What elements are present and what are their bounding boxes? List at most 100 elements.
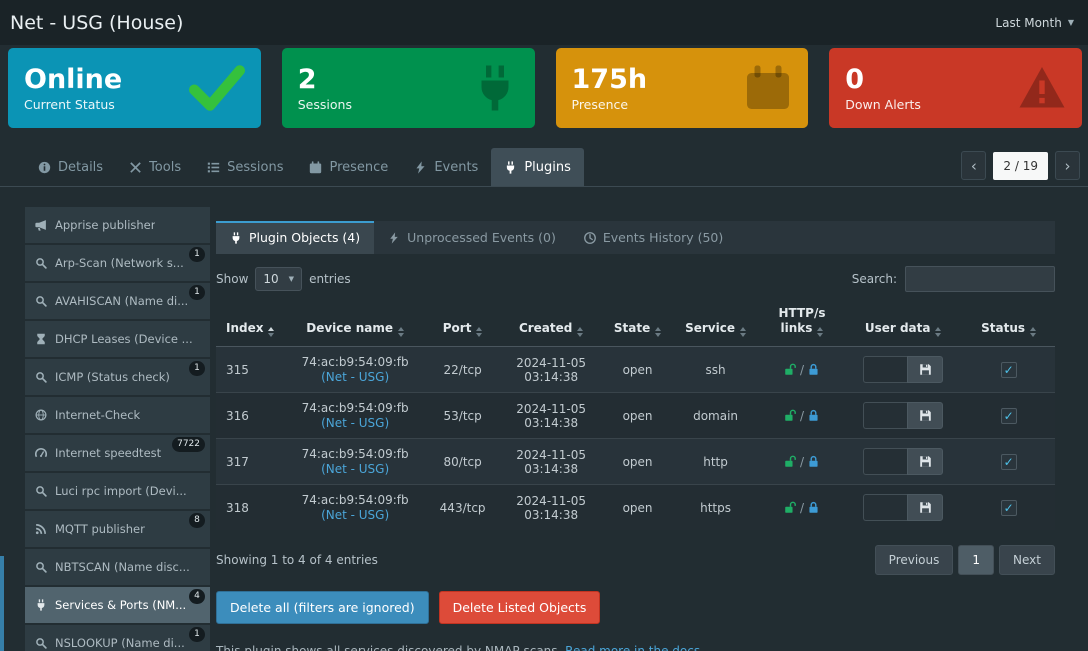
next-button[interactable]: Next [999, 545, 1055, 575]
created-time: 03:14:38 [524, 507, 579, 522]
cell-state: open [603, 392, 672, 439]
tab-sessions[interactable]: Sessions [194, 148, 296, 186]
bolt-icon [388, 231, 400, 244]
tab-plugins[interactable]: Plugins [491, 148, 584, 186]
subtab-label: Plugin Objects (4) [249, 230, 361, 245]
sidebar-item-services-ports[interactable]: Services & Ports (NM... 4 [25, 587, 210, 623]
docs-link[interactable]: Read more in the docs. [565, 644, 704, 651]
sort-icon [476, 327, 483, 337]
badge-count: 7722 [172, 437, 205, 452]
column-header-service[interactable]: Service [671, 302, 760, 347]
subtab-events-history[interactable]: Events History (50) [570, 221, 737, 254]
column-header-created[interactable]: Created [498, 302, 604, 347]
user-data-input[interactable] [863, 402, 908, 429]
page-1-button[interactable]: 1 [958, 545, 995, 575]
sidebar-item-arp-scan[interactable]: Arp-Scan (Network s... 1 [25, 245, 210, 281]
unlock-icon[interactable] [784, 363, 797, 377]
tab-details[interactable]: Details [25, 148, 116, 186]
badge-count: 4 [189, 589, 205, 604]
plug-icon [504, 160, 517, 174]
badge-count: 1 [189, 361, 205, 376]
page-indicator: 2 / 19 [993, 151, 1048, 180]
next-page-button[interactable]: › [1055, 151, 1080, 180]
prev-page-button[interactable]: ‹ [961, 151, 987, 180]
user-data-input[interactable] [863, 448, 908, 475]
cell-device: 74:ac:b9:54:09:fb (Net - USG) [283, 438, 427, 485]
column-header-state[interactable]: State [603, 302, 672, 347]
card-label: Current Status [24, 97, 115, 113]
save-button[interactable] [907, 402, 944, 429]
sidebar-item-internet-check[interactable]: Internet-Check [25, 397, 210, 433]
device-link[interactable]: (Net - USG) [321, 416, 390, 430]
sidebar-item-apprise-publisher[interactable]: Apprise publisher [25, 207, 210, 243]
cell-device: 74:ac:b9:54:09:fb (Net - USG) [283, 346, 427, 393]
tab-presence[interactable]: Presence [296, 148, 401, 186]
column-header-status[interactable]: Status [962, 302, 1055, 347]
cell-port: 443/tcp [426, 484, 499, 530]
cell-created: 2024-11-05 03:14:38 [498, 438, 604, 485]
rss-icon [35, 523, 47, 535]
status-checkbox[interactable]: ✓ [1000, 453, 1017, 470]
device-link[interactable]: (Net - USG) [321, 462, 390, 476]
period-selector[interactable]: Last Month ▼ [995, 16, 1074, 30]
column-header-http-links[interactable]: HTTP/s links [759, 302, 845, 347]
table-header-row: Index Device name Port Created State Ser… [216, 302, 1055, 347]
unlock-icon[interactable] [784, 409, 797, 423]
column-label: Index [226, 321, 264, 335]
status-checkbox[interactable]: ✓ [1000, 407, 1017, 424]
device-mac: 74:ac:b9:54:09:fb [301, 493, 409, 507]
sidebar-item-luci-rpc-import[interactable]: Luci rpc import (Devi... [25, 473, 210, 509]
sidebar-item-mqtt-publisher[interactable]: MQTT publisher 8 [25, 511, 210, 547]
save-button[interactable] [907, 356, 944, 383]
status-card-down-alerts: 0 Down Alerts [829, 48, 1082, 128]
column-header-device-name[interactable]: Device name [283, 302, 427, 347]
sidebar-item-nslookup[interactable]: NSLOOKUP (Name di... 1 [25, 625, 210, 651]
card-text: 2 Sessions [298, 64, 352, 112]
page-size-value: 10 [263, 272, 279, 286]
card-text: 175h Presence [572, 64, 648, 112]
subtab-plugin-objects[interactable]: Plugin Objects (4) [216, 221, 375, 254]
tab-events[interactable]: Events [401, 148, 491, 186]
slash-separator: / [799, 408, 804, 423]
subtab-unprocessed-events[interactable]: Unprocessed Events (0) [374, 221, 570, 254]
save-button[interactable] [907, 448, 944, 475]
device-link[interactable]: (Net - USG) [321, 508, 390, 522]
search-icon [35, 561, 47, 573]
column-header-index[interactable]: Index [216, 302, 284, 347]
status-card-online: Online Current Status [8, 48, 261, 128]
tab-tools[interactable]: Tools [116, 148, 194, 186]
search-icon [35, 295, 47, 307]
action-buttons: Delete all (filters are ignored) Delete … [216, 591, 1055, 624]
status-checkbox[interactable]: ✓ [1000, 499, 1017, 516]
sidebar-item-avahiscan[interactable]: AVAHISCAN (Name di... 1 [25, 283, 210, 319]
lock-icon[interactable] [807, 501, 820, 515]
user-data-group [863, 494, 944, 521]
sort-icon [655, 327, 662, 337]
lock-icon[interactable] [807, 409, 820, 423]
user-data-input[interactable] [863, 356, 908, 383]
sidebar-item-icmp[interactable]: ICMP (Status check) 1 [25, 359, 210, 395]
save-button[interactable] [907, 494, 944, 521]
search-input[interactable] [905, 266, 1055, 292]
sidebar-item-dhcp-leases[interactable]: DHCP Leases (Device ... [25, 321, 210, 357]
page-size-select[interactable]: 10 ▼ [255, 267, 303, 291]
unlock-icon[interactable] [784, 455, 797, 469]
delete-all-button[interactable]: Delete all (filters are ignored) [216, 591, 429, 624]
column-header-user-data[interactable]: User data [844, 302, 963, 347]
lock-icon[interactable] [807, 455, 820, 469]
tools-icon [129, 161, 142, 174]
sidebar-item-label: Internet-Check [55, 408, 141, 422]
sidebar-item-nbtscan[interactable]: NBTSCAN (Name disc... [25, 549, 210, 585]
lock-icon[interactable] [807, 363, 820, 377]
floppy-icon [919, 501, 932, 514]
user-data-input[interactable] [863, 494, 908, 521]
column-header-port[interactable]: Port [426, 302, 499, 347]
device-link[interactable]: (Net - USG) [321, 370, 390, 384]
cell-http-links: / [759, 438, 845, 485]
unlock-icon[interactable] [784, 501, 797, 515]
delete-listed-button[interactable]: Delete Listed Objects [438, 591, 601, 624]
previous-button[interactable]: Previous [874, 545, 954, 575]
sidebar-item-internet-speedtest[interactable]: Internet speedtest 7722 [25, 435, 210, 471]
status-checkbox[interactable]: ✓ [1000, 361, 1017, 378]
created-date: 2024-11-05 [516, 447, 587, 462]
